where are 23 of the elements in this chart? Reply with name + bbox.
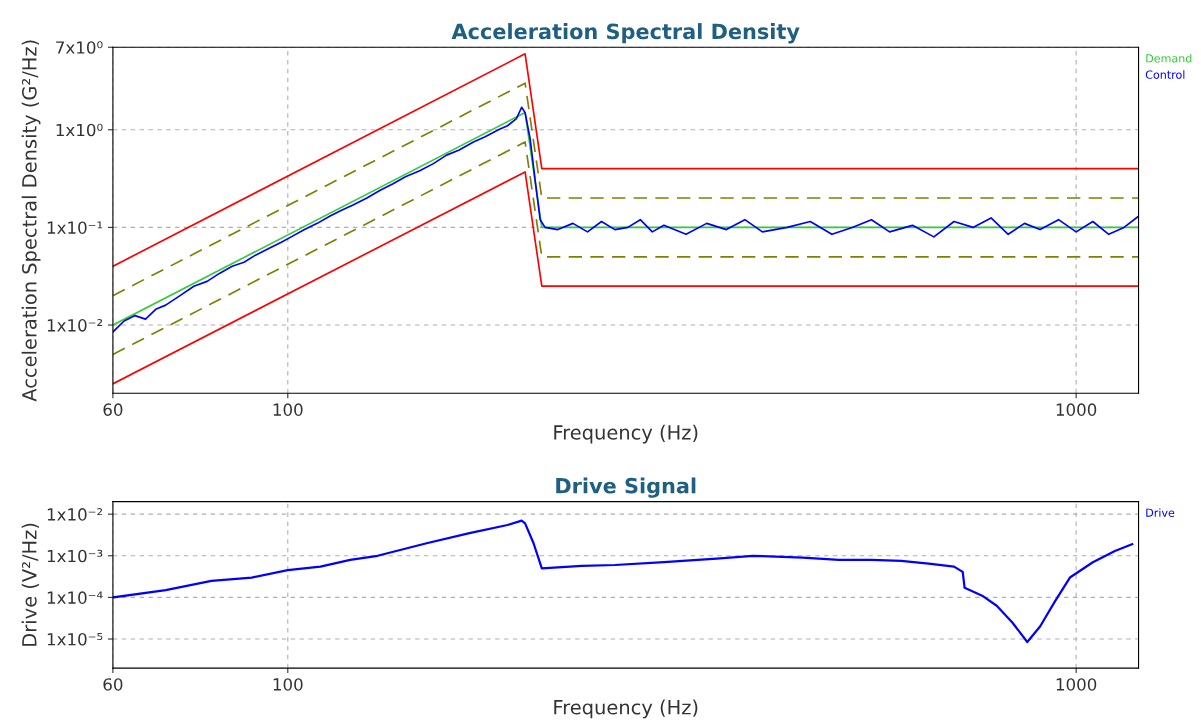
y-tick-label: 1x10⁻³ <box>47 549 103 563</box>
x-tick-label: 1000 <box>1056 678 1097 691</box>
chart-title: Acceleration Spectral Density <box>451 23 800 44</box>
x-tick-label: 1000 <box>1056 403 1097 416</box>
text: Control <box>1145 70 1185 79</box>
y-axis-title: Acceleration Spectral Density (G²/Hz) <box>21 40 41 402</box>
x-tick-label: 100 <box>273 403 303 416</box>
chart-title: Drive Signal <box>556 477 696 498</box>
x-tick-label: 60 <box>103 678 123 691</box>
y-tick-label: 1x10⁻¹ <box>47 221 103 234</box>
x-tick-label: 100 <box>273 678 303 691</box>
text: Drive <box>1146 508 1175 517</box>
x-tick-label: 60 <box>103 403 123 416</box>
text: Demand <box>1146 53 1192 63</box>
y-tick-label: 1x10⁻⁵ <box>47 632 103 646</box>
x-axis-title: Frequency (Hz) <box>554 424 698 444</box>
y-tick-label: 1x10⁻⁴ <box>47 591 103 604</box>
y-tick-label: 1x10⁰ <box>56 123 103 137</box>
y-axis-title: Drive (V²/Hz) <box>21 523 39 646</box>
y-tick-label: 1x10⁻² <box>47 319 103 332</box>
y-tick-label: 7x10⁰ <box>56 41 103 54</box>
y-tick-label: 1x10⁻² <box>47 508 103 521</box>
x-axis-title: Frequency (Hz) <box>554 699 698 719</box>
